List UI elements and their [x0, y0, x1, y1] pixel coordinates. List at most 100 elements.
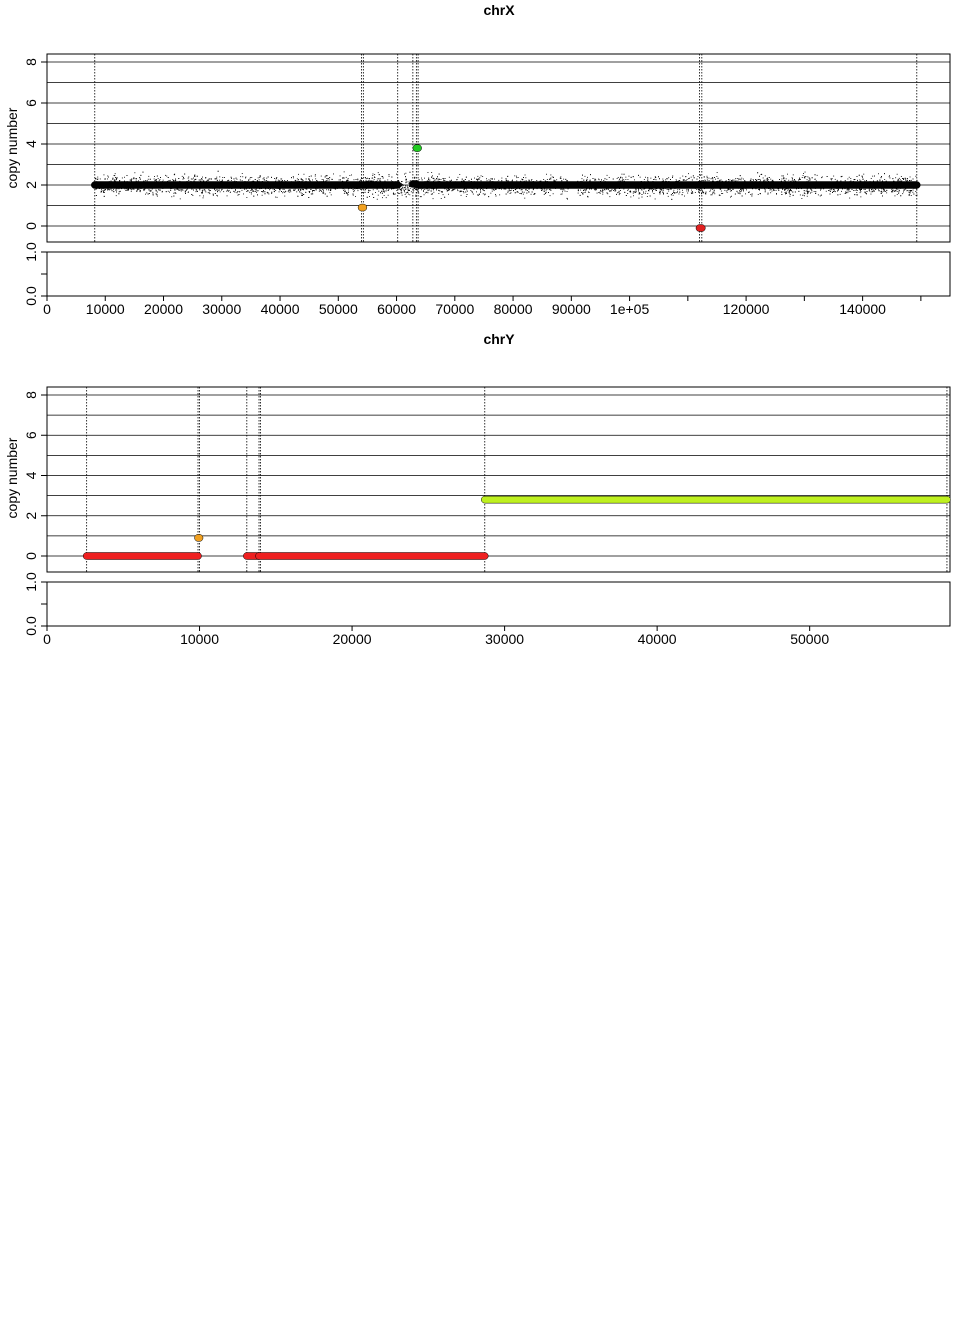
data-point	[324, 193, 326, 195]
data-point	[347, 179, 349, 181]
data-point	[660, 188, 662, 190]
data-point	[629, 190, 631, 192]
data-point	[277, 179, 279, 181]
data-point	[790, 190, 792, 192]
data-point	[249, 191, 251, 193]
data-point	[202, 191, 203, 193]
data-point	[551, 176, 553, 178]
data-point	[478, 178, 480, 180]
data-point	[480, 191, 482, 193]
data-point	[528, 180, 530, 182]
data-point	[530, 179, 532, 181]
data-point	[398, 180, 399, 182]
data-point	[869, 190, 870, 192]
data-point	[309, 191, 311, 192]
data-point	[896, 191, 898, 192]
data-point	[323, 179, 324, 181]
data-point	[234, 180, 236, 182]
data-point	[401, 184, 403, 186]
data-point	[540, 180, 542, 182]
data-point	[221, 189, 222, 191]
data-point	[221, 179, 223, 181]
data-point	[387, 179, 389, 181]
data-point	[587, 176, 588, 178]
data-point	[839, 193, 841, 195]
data-point	[467, 190, 468, 192]
data-point	[433, 189, 434, 191]
data-point	[856, 192, 858, 193]
data-point	[672, 175, 674, 177]
data-point	[641, 194, 643, 195]
data-point	[677, 191, 678, 193]
data-point	[187, 177, 189, 179]
data-point	[623, 188, 625, 190]
data-point	[174, 189, 176, 191]
data-point	[188, 191, 189, 193]
data-point	[608, 189, 609, 191]
data-point	[456, 179, 458, 180]
data-point	[308, 191, 310, 193]
data-point	[115, 177, 117, 179]
data-point	[763, 179, 765, 181]
data-point	[643, 188, 645, 190]
data-point	[634, 179, 635, 181]
data-point	[180, 190, 182, 192]
data-point	[452, 189, 454, 191]
data-point	[794, 191, 796, 193]
data-point	[432, 198, 434, 200]
data-point	[910, 190, 912, 192]
data-point	[675, 179, 677, 181]
data-point	[454, 188, 456, 190]
data-point	[804, 193, 806, 195]
data-point	[347, 179, 348, 181]
data-point	[174, 173, 176, 175]
data-point	[148, 193, 150, 194]
data-point	[126, 190, 128, 191]
data-point	[165, 174, 166, 176]
data-point	[381, 190, 383, 192]
data-point	[261, 194, 263, 196]
data-point	[300, 189, 301, 190]
data-point	[739, 193, 741, 195]
data-point	[750, 178, 752, 180]
data-point	[324, 176, 326, 178]
data-point	[742, 189, 744, 191]
data-point	[173, 192, 175, 194]
data-point	[868, 189, 870, 191]
data-point	[284, 192, 286, 193]
data-point	[282, 180, 283, 181]
data-point	[833, 175, 835, 177]
data-point	[101, 188, 102, 190]
data-point	[186, 189, 187, 191]
data-point	[448, 193, 449, 195]
data-point	[250, 190, 252, 191]
data-point	[764, 190, 766, 192]
data-point	[442, 194, 444, 196]
data-point	[405, 179, 407, 181]
data-point	[751, 195, 753, 197]
data-point	[355, 196, 356, 197]
data-point	[115, 179, 117, 181]
data-point	[600, 189, 601, 191]
data-point	[837, 189, 839, 191]
data-point	[160, 177, 161, 178]
data-point	[609, 196, 611, 198]
data-point	[748, 192, 749, 193]
data-point	[186, 189, 188, 190]
data-point	[377, 194, 379, 196]
data-point	[201, 178, 203, 180]
data-point	[155, 179, 157, 181]
data-point	[516, 177, 518, 179]
data-point	[444, 180, 446, 181]
data-point	[798, 190, 800, 192]
data-point	[345, 190, 346, 192]
data-point	[602, 191, 604, 193]
data-point	[767, 192, 769, 194]
data-point	[666, 178, 668, 180]
data-point	[300, 189, 302, 191]
data-point	[548, 189, 550, 191]
data-point	[549, 195, 551, 197]
data-point	[283, 188, 285, 190]
data-point	[246, 191, 248, 192]
data-point	[654, 198, 656, 200]
